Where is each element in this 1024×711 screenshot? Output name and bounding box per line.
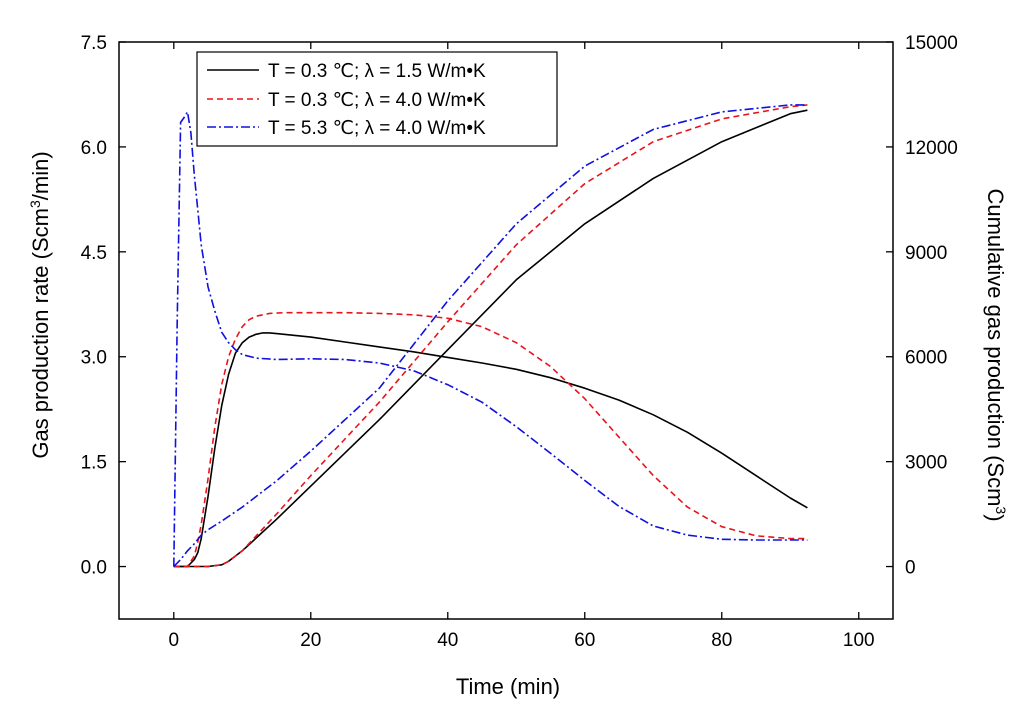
y-tick-label: 4.5 [81, 243, 107, 264]
y2-axis-title: Cumulative gas production (Scm3) [983, 188, 1009, 521]
y2-tick-label: 6000 [905, 348, 947, 369]
x-tick-label: 100 [843, 630, 875, 651]
y-tick-label: 3.0 [81, 348, 107, 369]
series-line-0 [173, 332, 808, 568]
x-tick-label: 0 [169, 630, 180, 651]
y-tick-label: 1.5 [81, 453, 107, 474]
y2-tick-label: 15000 [905, 33, 958, 54]
legend-label-0: T = 0.3 ℃; λ = 1.5 W/m•K [268, 61, 486, 82]
x-tick-label: 60 [574, 630, 595, 651]
legend-label-1: T = 0.3 ℃; λ = 4.0 W/m•K [268, 90, 486, 111]
legend: T = 0.3 ℃; λ = 1.5 W/m•K T = 0.3 ℃; λ = … [196, 51, 558, 147]
y2-tick-label: 0 [905, 558, 916, 579]
series-line-2 [173, 111, 808, 567]
y2-tick-label: 3000 [905, 453, 947, 474]
y2-tick-label: 12000 [905, 138, 958, 159]
series-line-4 [173, 104, 808, 568]
y2-tick-label: 9000 [905, 243, 947, 264]
y-tick-label: 0.0 [81, 558, 107, 579]
plot-frame [118, 41, 894, 620]
y-tick-label: 6.0 [81, 138, 107, 159]
x-axis-title: Time (min) [456, 674, 560, 699]
x-tick-label: 40 [437, 630, 458, 651]
y-tick-label: 7.5 [81, 33, 107, 54]
series-line-1 [173, 311, 808, 568]
x-tick-label: 20 [300, 630, 321, 651]
legend-label-2: T = 5.3 ℃; λ = 4.0 W/m•K [268, 118, 486, 139]
y-axis-title: Gas production rate (Scm3/min) [27, 151, 53, 458]
x-tick-label: 80 [711, 630, 732, 651]
series-line-5 [173, 104, 808, 568]
